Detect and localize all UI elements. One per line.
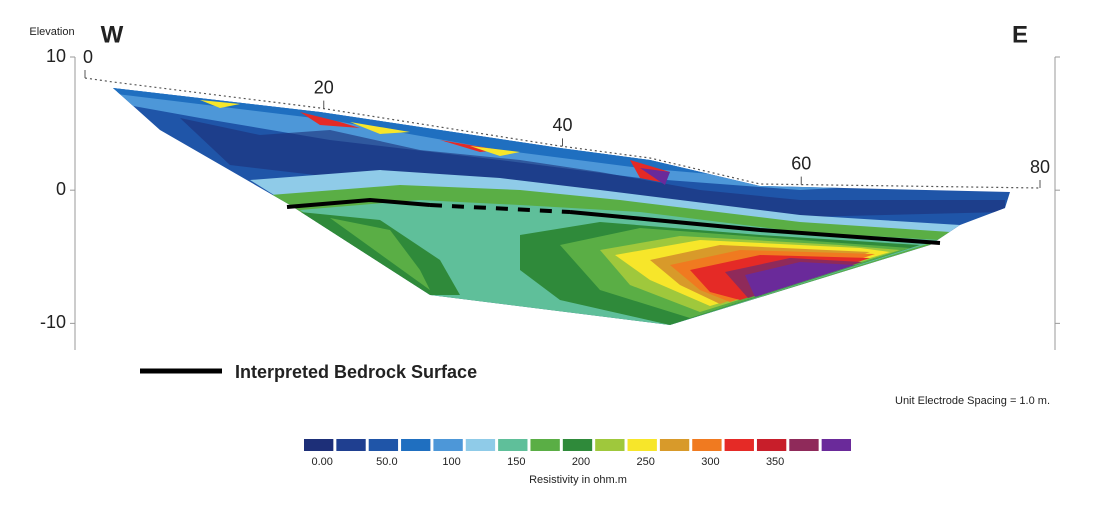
- colorbar-swatch: [465, 439, 496, 451]
- colorbar-swatch: [821, 439, 851, 451]
- y-axis-label: Elevation: [29, 26, 74, 38]
- y-tick-label: 0: [56, 179, 66, 199]
- colorbar-swatch: [336, 439, 366, 451]
- colorbar-title: Resistivity in ohm.m: [529, 474, 627, 486]
- colorbar-swatch: [498, 439, 528, 451]
- x-tick-label: 80: [1030, 157, 1050, 177]
- colorbar-swatch: [433, 439, 463, 451]
- colorbar-tick-label: 0.00: [311, 456, 332, 468]
- colorbar-swatch: [401, 439, 431, 451]
- colorbar-swatch: [368, 439, 399, 451]
- colorbar-swatch: [304, 439, 334, 451]
- bedrock-line: [569, 210, 941, 245]
- y-tick-label: -10: [40, 312, 66, 332]
- bedrock-line: [286, 197, 431, 209]
- legend-label: Interpreted Bedrock Surface: [235, 362, 477, 382]
- east-label: E: [1012, 21, 1028, 48]
- note: Unit Electrode Spacing = 1.0 m.: [895, 395, 1050, 407]
- colorbar-swatch: [530, 439, 560, 451]
- colorbar-swatch: [789, 439, 819, 451]
- bedrock-line-dashed: [429, 203, 571, 214]
- colorbar-tick-label: 100: [442, 456, 460, 468]
- colorbar-swatch: [562, 439, 593, 451]
- y-tick-label: 10: [46, 46, 66, 66]
- x-tick-label: 40: [552, 115, 572, 135]
- colorbar-tick-label: 200: [572, 456, 590, 468]
- colorbar-swatch: [692, 439, 722, 451]
- colorbar-tick-label: 150: [507, 456, 525, 468]
- x-tick-label: 60: [791, 153, 811, 173]
- x-tick-label: 0: [83, 47, 93, 67]
- colorbar-swatch: [659, 439, 690, 451]
- x-tick-label: 20: [314, 77, 334, 97]
- colorbar-tick-label: 350: [766, 456, 784, 468]
- colorbar-swatch: [627, 439, 657, 451]
- west-label: W: [101, 21, 124, 48]
- colorbar-tick-label: 50.0: [376, 456, 397, 468]
- colorbar-tick-label: 250: [637, 456, 655, 468]
- colorbar-swatch: [756, 439, 787, 451]
- colorbar-tick-label: 300: [701, 456, 719, 468]
- colorbar-swatch: [595, 439, 625, 451]
- colorbar-swatch: [724, 439, 754, 451]
